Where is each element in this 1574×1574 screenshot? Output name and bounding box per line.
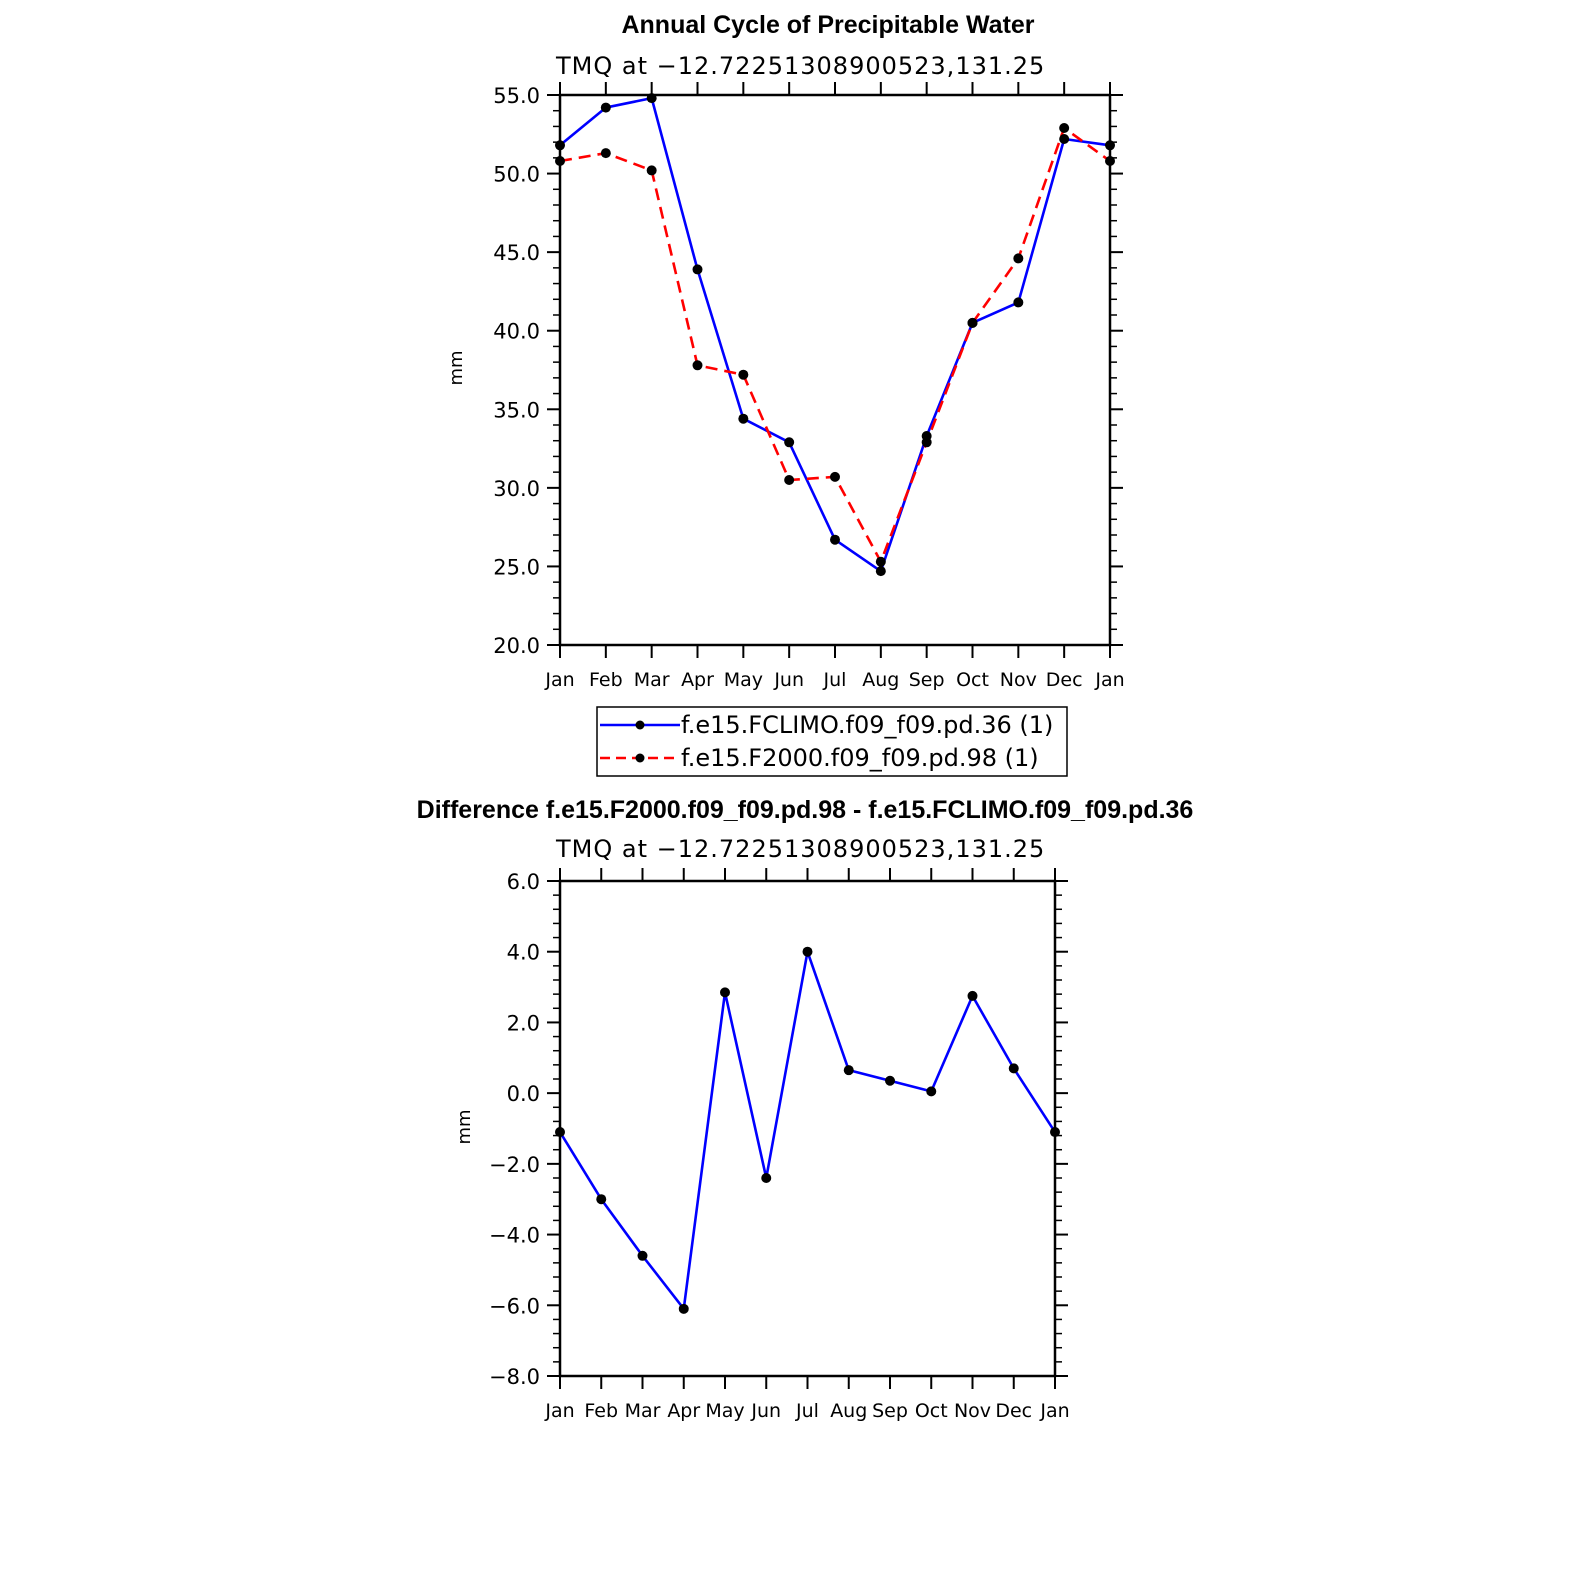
chart1-ytick-label: 25.0 [493,555,540,579]
chart2-xtick-label: May [705,1400,744,1422]
chart2-ytick-label: −2.0 [489,1153,540,1177]
chart1-series-1-point [600,102,611,113]
chart2-series-1-point [761,1173,772,1183]
chart1-xtick-label: Nov [1000,669,1037,691]
chart2-ytick-label: 6.0 [507,870,540,894]
chart2-series-1-point [843,1065,854,1076]
chart2-ytick-label: −8.0 [489,1365,540,1389]
chart2-series-1-point [926,1086,937,1097]
chart2-ytick-label: 0.0 [507,1082,540,1106]
chart2-xtick-label: Nov [954,1400,991,1422]
chart1-series-2-point [1059,123,1070,133]
chart2-subtitle: TMQ at −12.72251308900523,131.25 [555,835,1045,863]
chart2-series-1-point [596,1194,607,1205]
legend-label-series-2: f.e15.F2000.f09_f09.pd.98 (1) [681,744,1039,772]
chart1-xtick-label: Jan [544,669,574,691]
chart2-xtick-label: Dec [995,1400,1032,1422]
chart2-xtick-label: Apr [667,1400,700,1422]
chart2-series-1-point [555,1127,565,1138]
chart2-series-1-line [558,950,1057,1311]
chart1-frame [558,93,1112,647]
chart1-ytick-label: 55.0 [493,84,540,108]
chart1-series-1-line [559,96,1111,573]
chart1-xtick-label: Jun [773,669,804,691]
chart1-series-2-point [738,369,749,380]
chart1-xtick-label: Sep [909,669,945,691]
chart1-ytick-label: 30.0 [493,477,540,501]
chart2-series-1-point [720,987,730,998]
legend-marker-series-2 [635,753,645,763]
chart1-series-1-point [830,534,840,545]
chart1-series-2-point [600,148,611,159]
chart1-ytick-label: 50.0 [493,163,540,187]
chart1-xtick-label: Jan [1094,669,1124,691]
chart1-series-1-point [1013,297,1024,308]
chart2-xtick-label: Jul [795,1400,819,1422]
chart1-series-2-point [830,471,840,482]
chart2-xtick-label: Aug [830,1400,867,1422]
chart2-series-1-point [885,1075,895,1086]
chart1-series-2-point [692,360,703,371]
chart1-series-1-point [738,413,749,424]
chart1-series-1-point [646,93,657,104]
chart2-series-1-point [678,1303,689,1314]
chart2-xtick-label: Mar [625,1400,661,1422]
chart1-ytick-label: 40.0 [493,320,540,344]
chart2-series-1-point [637,1250,648,1261]
chart1-legend: f.e15.FCLIMO.f09_f09.pd.36 (1) f.e15.F20… [596,706,1068,777]
chart1-series-2-point [555,156,565,166]
chart1-title: Annual Cycle of Precipitable Water [621,11,1034,39]
chart2-xtick-label: Sep [872,1400,908,1422]
chart1-series-2-point [875,556,886,567]
chart1-series-1-point [1105,140,1115,151]
chart2-xtick-label: Feb [584,1400,618,1422]
chart1-ylabel: mm [446,350,467,385]
chart2-plot-area: −8.0 −6.0 −4.0 −2.0 0.0 2.0 4.0 6.0 Jan Feb Mar Apr… [489,868,1070,1422]
chart2-ylabel: mm [454,1109,475,1144]
chart1-xtick-label: Apr [681,669,714,691]
chart1-xtick-label: Jul [823,669,847,691]
chart1-series-2-point [646,165,657,176]
chart1-series-2-point [921,437,932,448]
chart1-subtitle: TMQ at −12.72251308900523,131.25 [555,52,1045,80]
chart2-xtick-label: Jun [750,1400,781,1422]
chart2-ytick-label: 4.0 [507,941,540,965]
chart2-title: Difference f.e15.F2000.f09_f09.pd.98 - f… [417,796,1194,824]
chart1-xtick-label: Oct [956,669,989,691]
chart1-series-1-point [555,140,565,151]
chart2-series-1-point [967,990,978,1001]
chart1-ytick-label: 35.0 [493,398,540,422]
chart1-xtick-label: May [724,669,763,691]
chart2-ytick-label: −6.0 [489,1294,540,1318]
chart2-ytick-label: 2.0 [507,1011,540,1035]
legend-box [596,706,1068,777]
chart1-xtick-label: Aug [862,669,899,691]
chart1-series-2-point [784,475,795,485]
chart1-series-2-point [1105,156,1115,166]
chart2-xtick-label: Jan [544,1400,574,1422]
chart2-series-1-point [1008,1063,1019,1074]
chart2-xtick-label: Jan [1039,1400,1069,1422]
chart1-series-2-point [1013,253,1024,264]
legend-marker-series-1 [635,720,645,730]
chart2-series-1-point [802,946,813,957]
chart1-xtick-label: Dec [1046,669,1083,691]
chart2-series-1-point [1050,1127,1060,1138]
chart1-ytick-label: 20.0 [493,634,540,658]
chart1-series-1-point [692,264,703,275]
chart1-ytick-label: 45.0 [493,241,540,265]
chart2-xtick-label: Oct [915,1400,948,1422]
chart1-xtick-label: Feb [589,669,623,691]
chart1-series-1-point [1059,134,1070,144]
chart1-series-2-point [967,317,978,328]
chart1-plot-area: 20.0 25.0 30.0 35.0 40.0 45.0 50.0 55.0 Jan Feb Ma… [493,82,1125,691]
chart2-ytick-label: −4.0 [489,1224,540,1248]
chart1-series-2-line [559,126,1111,564]
chart1-series-1-point [784,437,795,448]
chart1-series-1-point [875,566,886,577]
legend-label-series-1: f.e15.FCLIMO.f09_f09.pd.36 (1) [681,711,1053,739]
chart1-xtick-label: Mar [634,669,670,691]
